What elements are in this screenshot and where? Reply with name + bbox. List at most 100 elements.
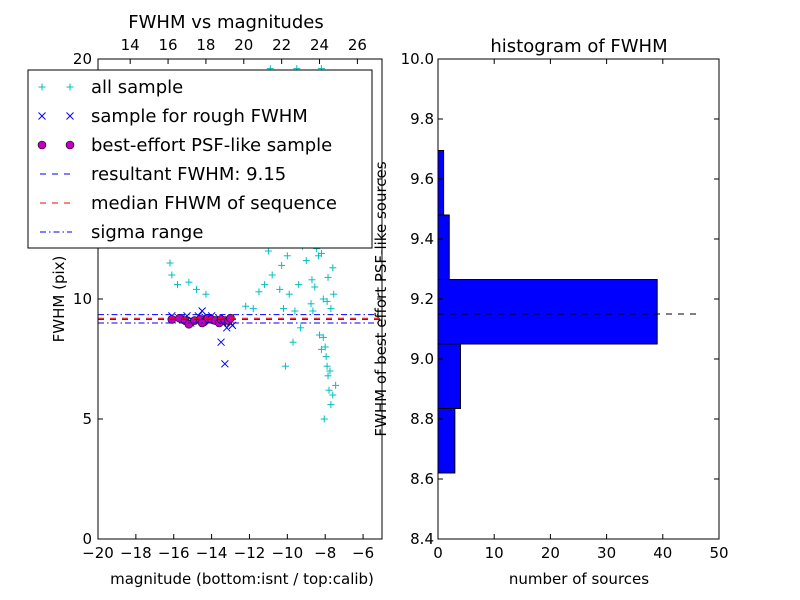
y-tick-label: 5	[82, 410, 92, 428]
data-point-plus	[242, 302, 250, 310]
right-chart-panel: 0 10 20 30 40 50 8.4 8.6 8.8 9.0 9.2 9.4 9.6 9.8 10.0…	[372, 36, 729, 588]
top-tick-label: 20	[234, 36, 253, 54]
data-point-plus	[319, 333, 327, 341]
right-chart-title: histogram of FWHM	[490, 36, 667, 57]
data-point-plus	[308, 276, 316, 284]
histogram-bar	[437, 214, 450, 280]
data-point-x	[222, 323, 231, 332]
legend-marker-x	[38, 112, 46, 120]
legend-label-psf-like: best-effort PSF-like sample	[91, 135, 332, 156]
data-point-plus	[289, 338, 297, 346]
data-point-plus	[311, 283, 319, 291]
y-tick-label: 8.6	[410, 470, 434, 488]
y-tick-label: 9.2	[410, 290, 434, 308]
histogram-bars	[437, 150, 658, 474]
x-tick-label: −6	[352, 544, 374, 562]
legend-marker-plus	[66, 83, 74, 91]
data-point-x	[198, 307, 206, 315]
data-point-plus	[261, 281, 269, 289]
data-point-plus	[309, 307, 317, 315]
data-point-plus	[302, 257, 310, 265]
histogram-bar	[437, 279, 658, 345]
right-x-axis-label: number of sources	[509, 570, 649, 588]
data-point-plus	[323, 297, 331, 305]
data-point-plus	[322, 353, 330, 361]
data-point-plus	[316, 331, 324, 339]
top-tick-label: 22	[272, 36, 291, 54]
data-point-plus	[278, 261, 286, 269]
x-tick-label: −8	[314, 544, 336, 562]
data-point-plus	[323, 362, 331, 370]
top-tick-label: 24	[310, 36, 329, 54]
y-tick-label: 0	[82, 530, 92, 548]
legend-box	[27, 69, 373, 249]
data-point-plus	[329, 264, 337, 272]
data-point-plus	[297, 324, 305, 332]
data-point-plus	[249, 305, 257, 313]
y-tick-label: 10	[73, 290, 92, 308]
data-point-plus	[264, 247, 272, 255]
data-point-plus	[291, 307, 299, 315]
data-point-plus	[307, 300, 315, 308]
legend: all sample sample for rough FWHM best-ef…	[27, 69, 373, 249]
x-tick-label: −12	[234, 544, 266, 562]
data-point-plus	[285, 290, 293, 298]
data-point-plus	[317, 345, 325, 353]
histogram-bar	[437, 408, 456, 474]
left-x-axis-ticks: −20 −18 −16 −14 −12 −10 −8 −6	[82, 534, 374, 562]
right-y-axis-ticks: 8.4 8.6 8.8 9.0 9.2 9.4 9.6 9.8 10.0	[401, 50, 719, 548]
x-tick-label: −18	[120, 544, 152, 562]
legend-label-median-fwhm: median FHWM of sequence	[91, 193, 337, 214]
legend-marker-circle	[37, 140, 47, 150]
legend-label-all-sample: all sample	[91, 77, 183, 98]
x-tick-label: −14	[196, 544, 228, 562]
legend-marker-plus	[38, 83, 46, 91]
y-tick-label: 8.4	[410, 530, 434, 548]
y-tick-label: 20	[73, 50, 92, 68]
data-point-plus	[319, 295, 327, 303]
x-tick-label: 50	[709, 544, 728, 562]
data-point-plus	[330, 290, 338, 298]
legend-label-sigma-range: sigma range	[91, 222, 203, 243]
histogram-bar	[437, 343, 461, 409]
data-point-x	[220, 359, 229, 368]
left-chart-title: FWHM vs magnitudes	[128, 12, 323, 33]
data-point-plus	[315, 252, 323, 260]
top-tick-label: 18	[196, 36, 215, 54]
left-top-axis-ticks: 14 16 18 20 22 24 26	[121, 36, 367, 64]
data-point-plus	[283, 252, 291, 260]
data-point-plus	[320, 415, 328, 423]
data-point-x	[217, 338, 225, 347]
data-point-plus	[324, 372, 332, 380]
x-tick-label: −16	[158, 544, 190, 562]
x-tick-label: 20	[541, 544, 560, 562]
x-tick-label: 10	[485, 544, 504, 562]
data-point-plus	[329, 391, 337, 399]
data-point-plus	[168, 271, 176, 279]
y-tick-label: 9.6	[410, 170, 434, 188]
data-point-plus	[185, 278, 193, 286]
data-point-plus	[192, 285, 200, 293]
legend-marker-circle	[65, 140, 75, 150]
legend-marker-x	[66, 112, 74, 120]
left-y-axis-label: FWHM (pix)	[50, 256, 68, 343]
data-point-plus	[295, 281, 303, 289]
left-chart-panel: −20−18−16−14−12−10−8−6 05101520 14161820…	[27, 12, 383, 588]
y-tick-label: 8.8	[410, 410, 434, 428]
top-tick-label: 26	[348, 36, 367, 54]
data-point-plus	[268, 271, 276, 279]
x-tick-label: 30	[597, 544, 616, 562]
top-tick-label: 14	[121, 36, 140, 54]
x-tick-label: 0	[433, 544, 443, 562]
right-y-axis-label: FWHM of best effort PSF-like sources	[372, 161, 390, 436]
legend-markers	[37, 83, 75, 233]
left-x-axis-label: magnitude (bottom:isnt / top:calib)	[110, 570, 374, 588]
y-tick-label: 9.4	[410, 230, 434, 248]
legend-label-resultant-fwhm: resultant FWHM: 9.15	[91, 164, 286, 185]
top-tick-label: 16	[159, 36, 178, 54]
y-tick-label: 10.0	[401, 50, 434, 68]
data-point-plus	[174, 281, 182, 289]
data-point-plus	[326, 367, 334, 375]
x-tick-label: −20	[82, 544, 114, 562]
